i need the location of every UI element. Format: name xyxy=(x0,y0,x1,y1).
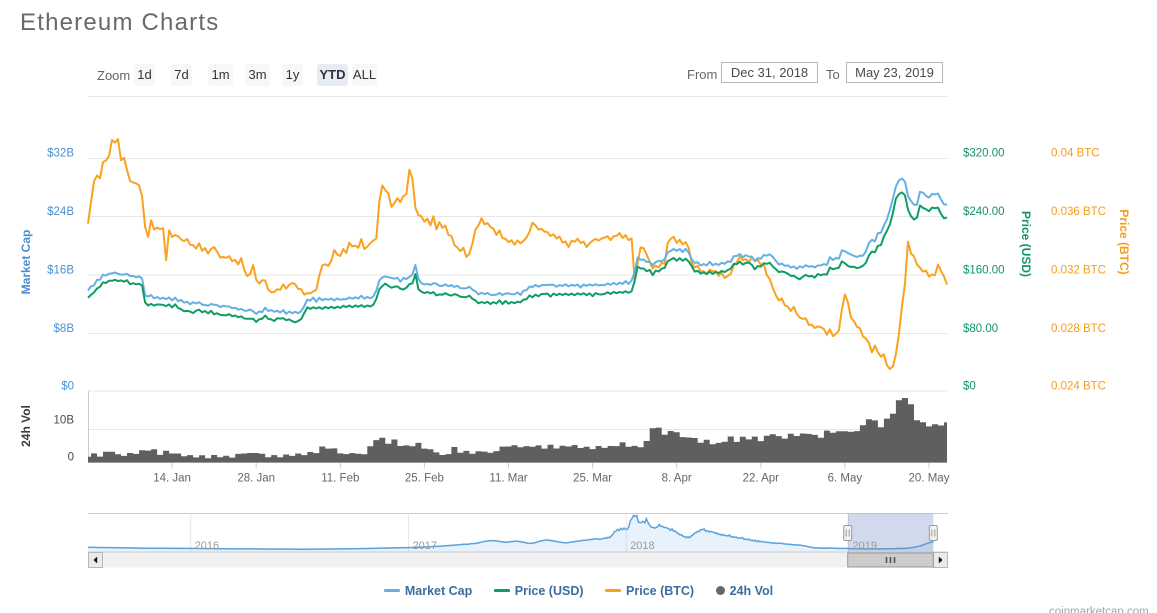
svg-text:$0: $0 xyxy=(963,381,976,393)
svg-text:0.036 BTC: 0.036 BTC xyxy=(1051,206,1106,218)
svg-text:Market Cap: Market Cap xyxy=(19,230,33,295)
svg-text:2018: 2018 xyxy=(630,540,654,552)
svg-text:$0: $0 xyxy=(61,381,74,393)
svg-text:2016: 2016 xyxy=(195,540,219,552)
svg-text:25. Mar: 25. Mar xyxy=(573,473,612,485)
svg-text:11. Mar: 11. Mar xyxy=(489,473,527,485)
svg-text:2017: 2017 xyxy=(413,540,437,552)
svg-text:10B: 10B xyxy=(54,415,75,427)
svg-text:0: 0 xyxy=(68,452,74,464)
svg-text:$160.00: $160.00 xyxy=(963,265,1005,277)
svg-text:6. May: 6. May xyxy=(828,473,863,485)
svg-text:22. Apr: 22. Apr xyxy=(743,473,780,485)
svg-text:$8B: $8B xyxy=(54,323,75,335)
svg-text:0.04 BTC: 0.04 BTC xyxy=(1051,148,1100,160)
svg-text:$24B: $24B xyxy=(47,206,74,218)
svg-text:$32B: $32B xyxy=(47,148,74,160)
svg-text:Price (BTC): Price (BTC) xyxy=(1117,209,1131,274)
svg-text:$320.00: $320.00 xyxy=(963,148,1005,160)
svg-text:20. May: 20. May xyxy=(909,473,950,485)
svg-text:28. Jan: 28. Jan xyxy=(237,473,275,485)
svg-text:0.032 BTC: 0.032 BTC xyxy=(1051,265,1106,277)
svg-text:$80.00: $80.00 xyxy=(963,323,998,335)
svg-text:24h Vol: 24h Vol xyxy=(19,405,33,447)
svg-text:0.024 BTC: 0.024 BTC xyxy=(1051,381,1106,393)
svg-text:$240.00: $240.00 xyxy=(963,206,1005,218)
svg-text:8. Apr: 8. Apr xyxy=(662,473,692,485)
svg-text:Price (USD): Price (USD) xyxy=(1019,211,1033,277)
svg-text:2019: 2019 xyxy=(853,540,877,552)
svg-text:25. Feb: 25. Feb xyxy=(405,473,444,485)
svg-text:$16B: $16B xyxy=(47,265,74,277)
svg-text:0.028 BTC: 0.028 BTC xyxy=(1051,323,1106,335)
svg-text:11. Feb: 11. Feb xyxy=(321,473,359,485)
svg-text:14. Jan: 14. Jan xyxy=(153,473,191,485)
